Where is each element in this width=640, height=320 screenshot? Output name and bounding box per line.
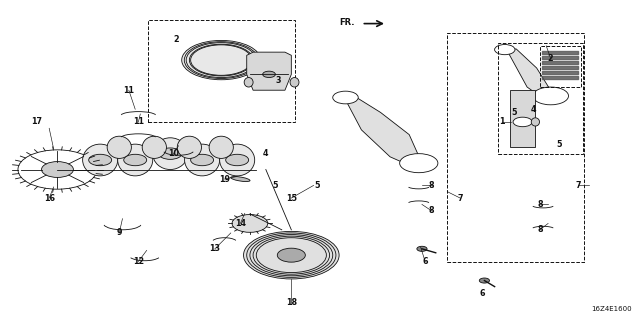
Text: 4: 4	[531, 105, 536, 114]
Text: 17: 17	[31, 117, 42, 126]
Text: 14: 14	[235, 219, 246, 228]
Circle shape	[226, 154, 248, 166]
Text: 11: 11	[133, 117, 144, 126]
Ellipse shape	[220, 144, 255, 176]
Ellipse shape	[142, 136, 166, 158]
Text: 10: 10	[168, 149, 179, 158]
Ellipse shape	[244, 77, 253, 87]
Text: 4: 4	[263, 149, 269, 158]
Ellipse shape	[153, 138, 188, 170]
Text: 19: 19	[219, 174, 230, 184]
Circle shape	[333, 91, 358, 104]
Text: 16Z4E1600: 16Z4E1600	[591, 306, 632, 312]
Circle shape	[232, 215, 268, 232]
Polygon shape	[246, 52, 291, 90]
Text: 8: 8	[537, 225, 543, 234]
Text: 3: 3	[276, 76, 282, 85]
Text: 8: 8	[429, 206, 435, 215]
Polygon shape	[510, 90, 536, 147]
Text: 5: 5	[556, 140, 562, 148]
Text: 5: 5	[314, 181, 319, 190]
Text: 8: 8	[537, 200, 543, 209]
Ellipse shape	[118, 144, 153, 176]
Text: 8: 8	[429, 181, 435, 190]
Polygon shape	[339, 97, 422, 170]
Circle shape	[533, 87, 568, 105]
Text: 1: 1	[499, 117, 504, 126]
Text: 13: 13	[209, 244, 220, 253]
Text: 6: 6	[480, 289, 485, 298]
Text: 2: 2	[548, 54, 554, 63]
Ellipse shape	[177, 136, 202, 158]
Text: FR.: FR.	[340, 18, 355, 27]
Ellipse shape	[184, 144, 220, 176]
Text: 9: 9	[116, 228, 122, 237]
Ellipse shape	[531, 118, 540, 126]
Text: 15: 15	[286, 194, 297, 203]
Ellipse shape	[83, 144, 118, 176]
Circle shape	[399, 154, 438, 173]
Circle shape	[262, 71, 275, 77]
Circle shape	[479, 278, 490, 283]
Circle shape	[244, 231, 339, 279]
Text: 2: 2	[174, 35, 179, 44]
Text: 5: 5	[273, 181, 278, 190]
Text: 7: 7	[575, 181, 581, 190]
Circle shape	[513, 117, 532, 127]
Circle shape	[42, 162, 74, 178]
Text: 7: 7	[458, 194, 463, 203]
Circle shape	[124, 154, 147, 166]
Text: 12: 12	[133, 257, 144, 266]
Text: 18: 18	[286, 298, 297, 307]
Text: 5: 5	[511, 108, 517, 117]
Circle shape	[191, 154, 214, 166]
Text: 16: 16	[44, 194, 54, 203]
Circle shape	[182, 40, 260, 80]
Ellipse shape	[107, 136, 131, 158]
Polygon shape	[502, 49, 554, 103]
Text: 6: 6	[422, 257, 428, 266]
Circle shape	[277, 248, 305, 262]
Ellipse shape	[290, 77, 299, 87]
Ellipse shape	[209, 136, 234, 158]
Ellipse shape	[230, 177, 250, 181]
Circle shape	[495, 44, 515, 55]
Circle shape	[417, 246, 427, 252]
Circle shape	[89, 154, 111, 166]
Circle shape	[159, 148, 182, 159]
Text: 11: 11	[124, 86, 134, 95]
